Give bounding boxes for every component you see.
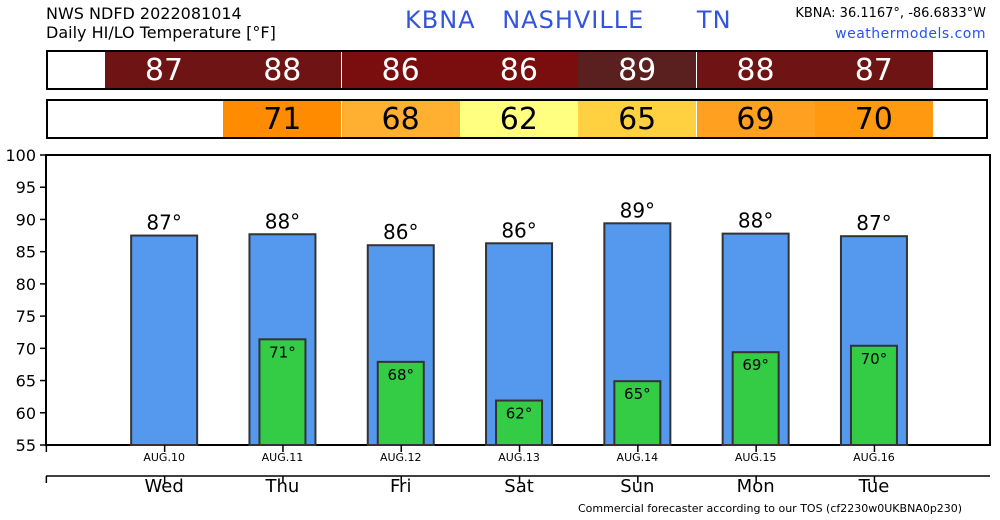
high-temp-label: 88° — [265, 209, 300, 233]
low-temp-cell: 69 — [696, 101, 815, 137]
low-temp-label: 68° — [387, 366, 414, 384]
x-date-label: AUG.14 — [617, 451, 659, 464]
x-date-label: AUG.15 — [735, 451, 777, 464]
y-tick-label: 100 — [5, 146, 36, 165]
x-day-label: Tue — [858, 476, 890, 497]
x-date-label: AUG.16 — [853, 451, 895, 464]
high-temp-cell: 88 — [223, 52, 342, 88]
high-temp-label: 88° — [738, 209, 773, 233]
low-temp-cell — [105, 101, 223, 137]
low-temp-strip: 71 68 62 65 69 70 — [46, 99, 988, 139]
high-temp-strip: 87 88 86 86 89 88 87 — [46, 50, 988, 90]
product-label: Daily HI/LO Temperature [°F] — [46, 23, 276, 42]
low-temp-bar — [731, 351, 780, 446]
y-tick-label: 60 — [16, 404, 36, 423]
low-temp-cell: 68 — [341, 101, 460, 137]
state-name: TN — [696, 6, 732, 34]
x-day-label: Sat — [504, 476, 534, 497]
x-day-label: Sun — [620, 476, 654, 497]
low-temp-bar — [258, 338, 307, 446]
low-temp-label: 65° — [624, 385, 651, 403]
high-temp-cell: 87 — [105, 52, 223, 88]
high-temp-cell: 88 — [696, 52, 815, 88]
high-temp-label: 87° — [146, 211, 181, 235]
high-temp-cell: 86 — [341, 52, 460, 88]
chart-header-left: NWS NDFD 2022081014 Daily HI/LO Temperat… — [46, 4, 276, 42]
y-tick-label: 70 — [16, 339, 36, 358]
y-tick-label: 55 — [16, 436, 36, 455]
temperature-bar-chart: 55 60 65 70 75 80 85 90 95 100 87° 88° 71° 86° 68° 86° 6… — [5, 146, 991, 497]
high-temp-cell: 87 — [814, 52, 933, 88]
x-day-label: Fri — [390, 476, 411, 497]
high-temp-label: 86° — [501, 218, 536, 242]
y-tick-label: 85 — [16, 243, 36, 262]
low-temp-label: 69° — [742, 356, 769, 374]
chart-header-right: KBNA: 36.1167°, -86.6833°W weathermodels… — [795, 4, 986, 44]
low-temp-cell: 65 — [578, 101, 697, 137]
chart-title: KBNA NASHVILLE TN — [405, 6, 732, 34]
x-day-label: Mon — [737, 476, 775, 497]
high-temp-cell: 86 — [459, 52, 578, 88]
station-coords: KBNA: 36.1167°, -86.6833°W — [795, 6, 986, 21]
high-temp-cell: 89 — [578, 52, 697, 88]
site-link[interactable]: weathermodels.com — [835, 26, 986, 42]
x-date-label: AUG.10 — [143, 451, 185, 464]
footer-note: Commercial forecaster according to our T… — [578, 502, 963, 515]
y-tick-label: 75 — [16, 307, 36, 326]
high-temp-label: 86° — [383, 220, 418, 244]
high-temp-bar — [130, 234, 199, 446]
city-name: NASHVILLE — [502, 6, 645, 34]
y-tick-label: 80 — [16, 275, 36, 294]
x-date-label: AUG.11 — [262, 451, 304, 464]
low-temp-label: 71° — [269, 343, 296, 361]
y-tick-label: 95 — [16, 178, 36, 197]
station-id: KBNA — [405, 6, 476, 34]
low-temp-cell: 62 — [459, 101, 578, 137]
x-day-label: Thu — [265, 476, 300, 497]
low-temp-label: 62° — [506, 405, 533, 423]
high-temp-label: 87° — [856, 211, 891, 235]
x-date-label: AUG.13 — [498, 451, 540, 464]
low-temp-bar — [376, 360, 425, 446]
y-tick-label: 65 — [16, 372, 36, 391]
x-date-label: AUG.12 — [380, 451, 422, 464]
model-run-label: NWS NDFD 2022081014 — [46, 4, 242, 23]
high-temp-label: 89° — [620, 198, 655, 222]
low-temp-cell: 71 — [223, 101, 342, 137]
x-day-label: Wed — [145, 476, 184, 497]
y-tick-label: 90 — [16, 210, 36, 229]
low-temp-label: 70° — [861, 350, 888, 368]
low-temp-cell: 70 — [814, 101, 933, 137]
